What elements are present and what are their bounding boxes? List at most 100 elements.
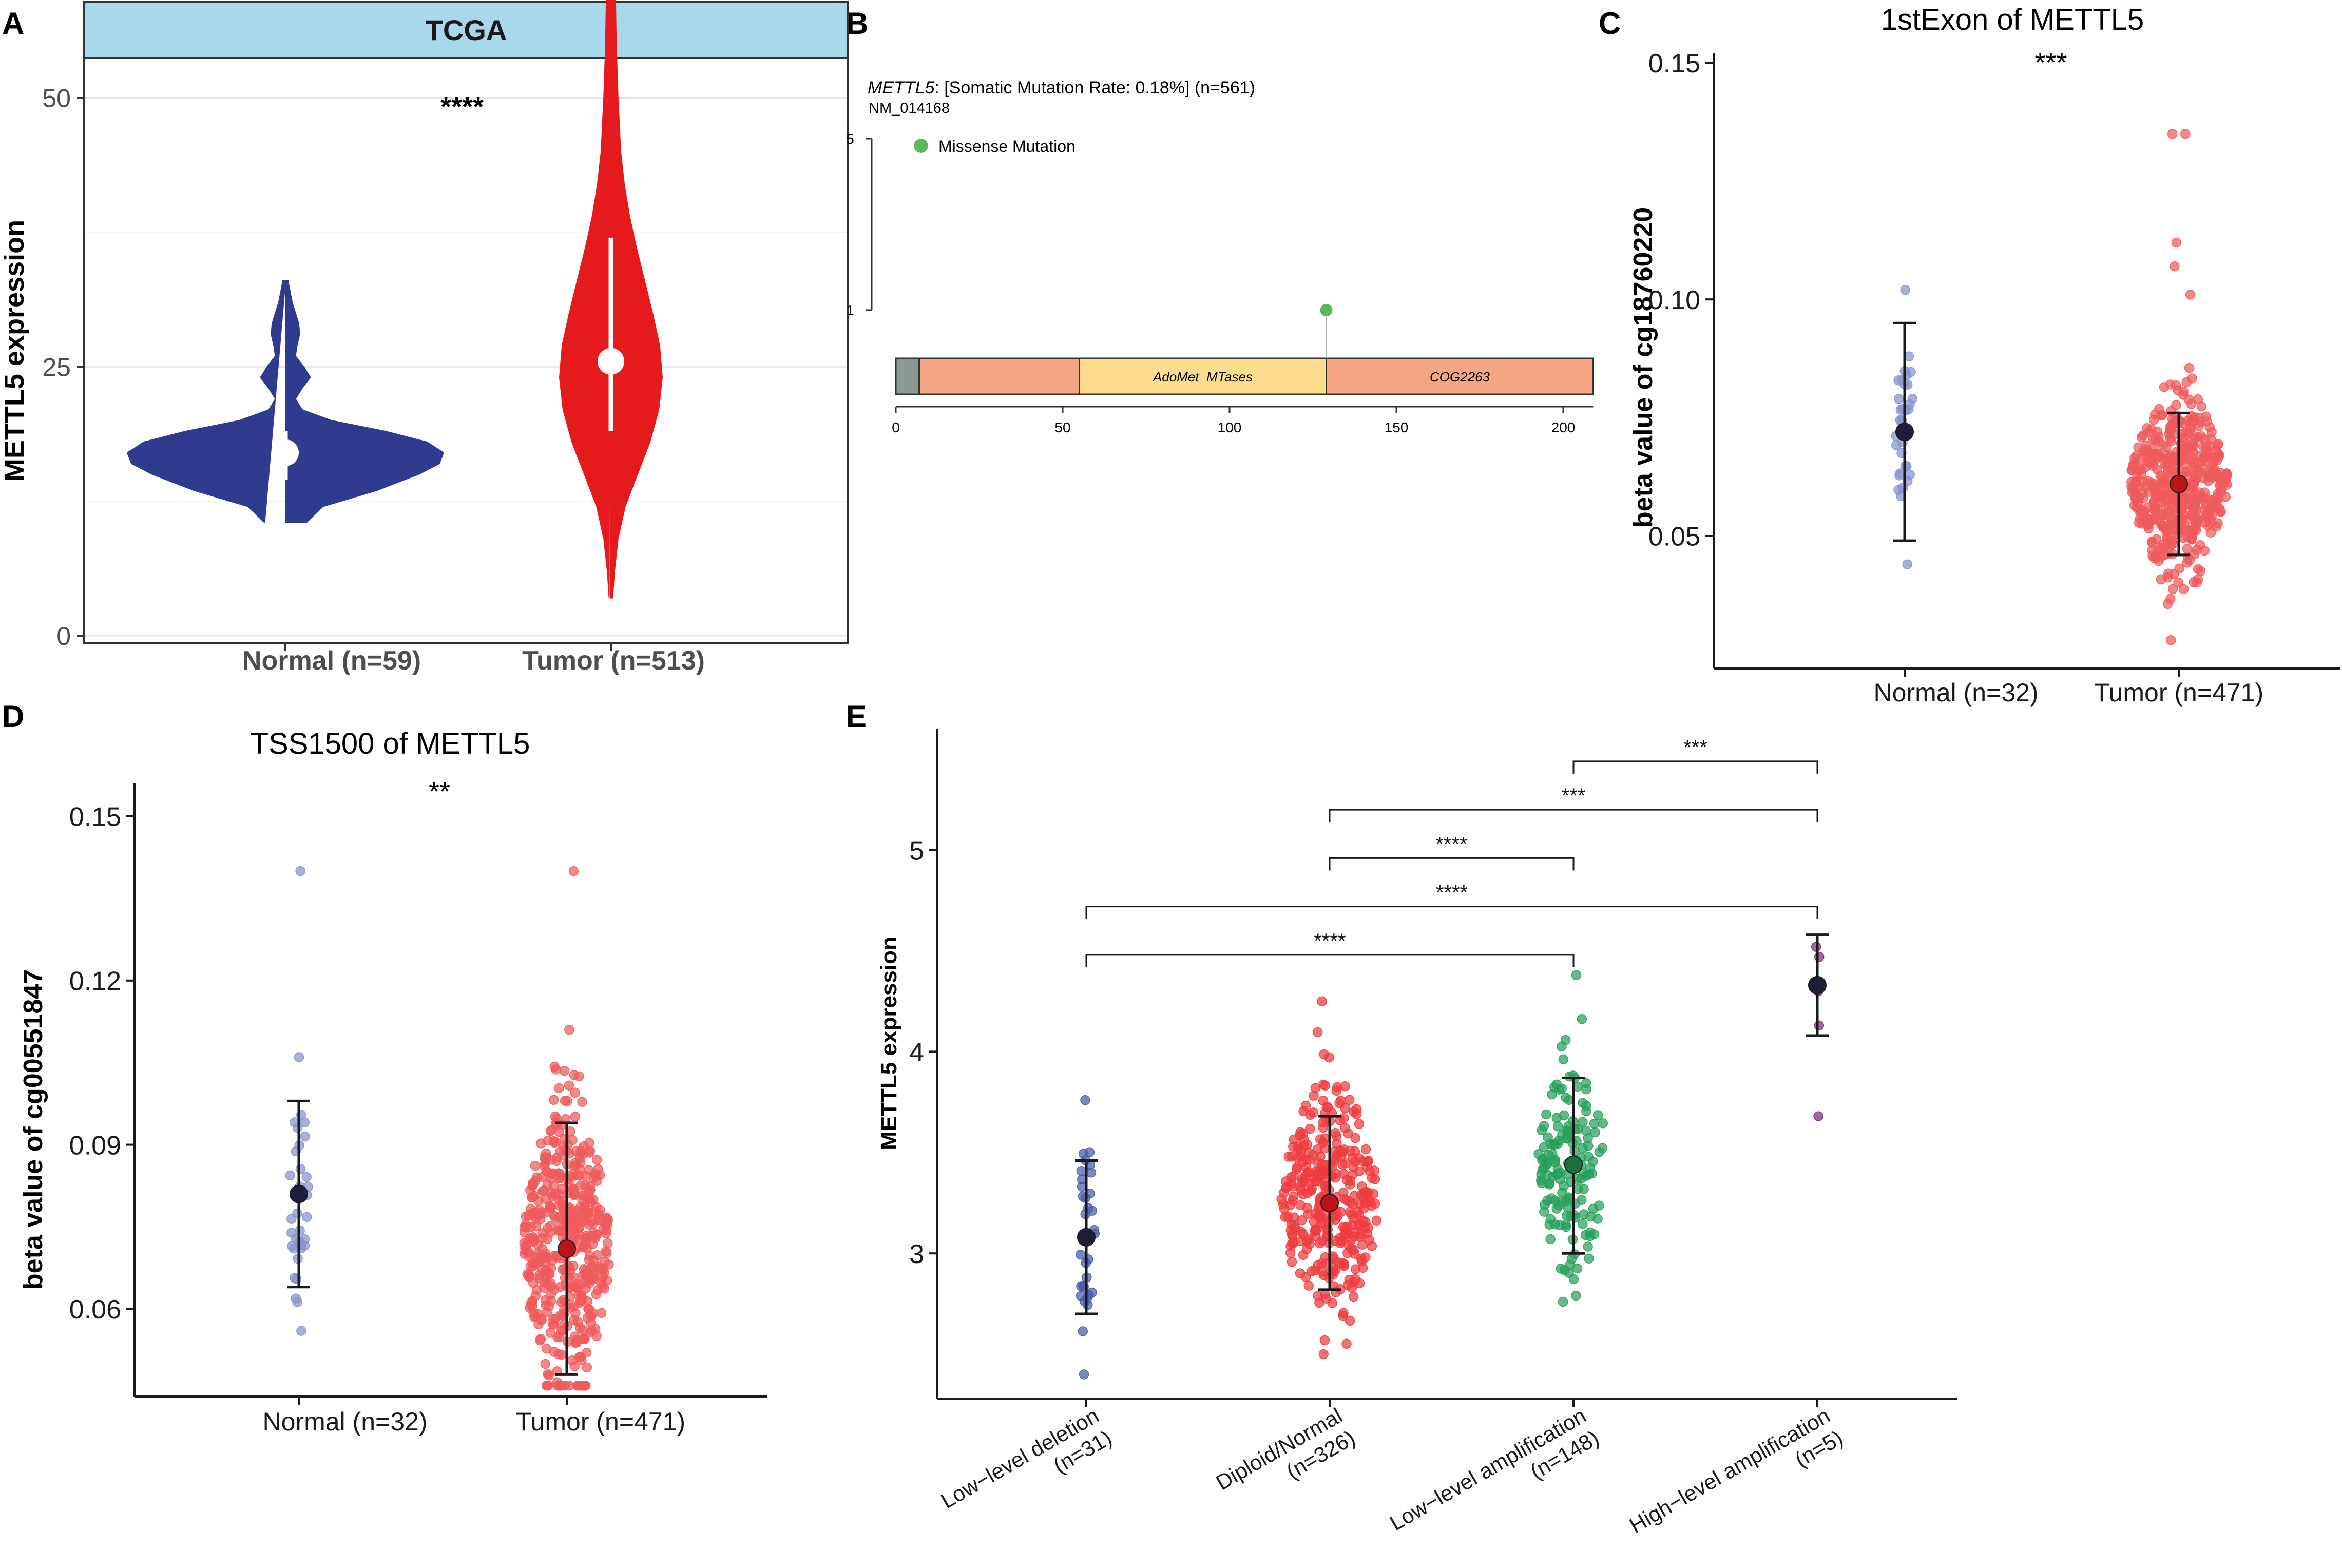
data-point [2149, 495, 2160, 506]
data-point [2206, 527, 2216, 538]
data-point [1300, 1100, 1311, 1111]
data-point [2158, 439, 2168, 450]
data-point [1314, 1173, 1324, 1183]
data-point [1315, 1238, 1325, 1249]
data-point [587, 1268, 598, 1278]
panel-letter-c: C [1599, 6, 1621, 41]
significance-label: *** [2034, 47, 2067, 78]
data-point [575, 1296, 586, 1307]
data-point [546, 1263, 556, 1273]
legend-missense-dot [914, 139, 928, 153]
mean-point [290, 1184, 308, 1203]
data-point [1078, 1326, 1088, 1336]
data-point [520, 1246, 531, 1256]
data-point [560, 1096, 570, 1106]
data-point [301, 1212, 312, 1222]
data-point [583, 1165, 594, 1175]
data-point [294, 1052, 304, 1062]
axes: 0.06 0.09 0.12 0.15 Normal (n=32) Tumor (n=47… [69, 783, 767, 1436]
data-point [581, 1347, 592, 1358]
data-point [2170, 261, 2180, 272]
panel-a-violin-chart: TCGA 0255075 Normal (n=59)Tumor (n=513) … [0, 0, 849, 676]
data-point [285, 1170, 295, 1181]
data-point [1370, 1198, 1380, 1209]
data-point [2192, 513, 2202, 524]
data-point [1578, 1219, 1588, 1229]
data-point [1898, 482, 1908, 493]
data-point [556, 1326, 567, 1336]
data-point [596, 1308, 607, 1318]
comparison-significance: **** [1436, 882, 1468, 904]
data-point [581, 1238, 591, 1249]
data-point [2211, 468, 2221, 479]
data-point [2185, 290, 2196, 300]
data-point [591, 1289, 602, 1299]
data-point [2199, 451, 2210, 462]
x-tick-label: Normal (n=59) [242, 646, 421, 676]
data-point [2165, 426, 2176, 437]
data-point [1561, 1221, 1571, 1232]
data-point [519, 1222, 530, 1232]
y-axis-title: beta value of cg18760220 [1628, 207, 1658, 528]
data-point [600, 1256, 610, 1267]
data-point [1583, 1241, 1593, 1252]
data-point [1370, 1174, 1380, 1184]
data-point [532, 1248, 543, 1259]
data-point [531, 1221, 542, 1232]
data-point [1302, 1139, 1312, 1150]
data-point [532, 1309, 543, 1320]
x-tick-label: 200 [1551, 419, 1576, 435]
data-point [1571, 1290, 1581, 1301]
x-tick-label: 0 [892, 419, 900, 435]
strip-title: TCGA [426, 14, 507, 46]
data-point [1304, 1239, 1315, 1249]
data-point [1303, 1209, 1314, 1220]
data-point [1076, 1165, 1087, 1176]
data-point [569, 1361, 580, 1371]
protein-track: AdoMet_MTases COG2263 [895, 304, 1594, 395]
data-point [1331, 1085, 1342, 1096]
data-point [582, 1312, 593, 1323]
data-point [587, 1215, 597, 1226]
data-point [2187, 484, 2198, 494]
data-point [2130, 492, 2140, 502]
data-point [525, 1236, 535, 1247]
data-point [1281, 1182, 1292, 1193]
data-point [2186, 399, 2197, 410]
data-point [1563, 1129, 1573, 1139]
data-point [1354, 1119, 1365, 1129]
data-point [2166, 635, 2176, 645]
data-point [2212, 455, 2222, 466]
data-point [1905, 469, 1915, 480]
panel-letter-e: E [846, 699, 867, 734]
data-point [1813, 1111, 1823, 1121]
data-point [1338, 1113, 1349, 1123]
x-tick-label: Tumor (n=513) [522, 646, 705, 676]
data-point [1552, 1139, 1563, 1149]
mutation-header: METTL5: [Somatic Mutation Rate: 0.18%] (… [868, 78, 1255, 98]
data-point [564, 1024, 574, 1035]
y-tick-label: 0 [56, 622, 71, 651]
data-point [1313, 1260, 1323, 1270]
x-axis: Normal (n=59) Tumor (n=513) [242, 643, 705, 676]
data-point [1315, 1210, 1326, 1220]
y-tick-label: 4 [909, 1038, 924, 1067]
data-point [549, 1137, 560, 1148]
data-point [1357, 1156, 1368, 1167]
domain-label: AdoMet_MTases [1152, 369, 1253, 385]
data-point [1893, 394, 1904, 404]
mean-point [1564, 1155, 1583, 1174]
data-point [554, 1173, 565, 1183]
domain-label: COG2263 [1430, 369, 1490, 385]
data-point [568, 1184, 578, 1195]
data-point [1359, 1222, 1370, 1232]
data-point [2174, 563, 2184, 574]
data-point [1280, 1212, 1291, 1222]
data-point [1570, 1213, 1581, 1223]
plot-frame [83, 57, 849, 644]
data-point [1318, 1122, 1329, 1133]
data-point [1564, 1192, 1574, 1202]
data-point [568, 866, 579, 876]
panel-c-beeswarm-chart: 1stExon of METTL5 *** beta value of cg18… [1628, 3, 2340, 707]
